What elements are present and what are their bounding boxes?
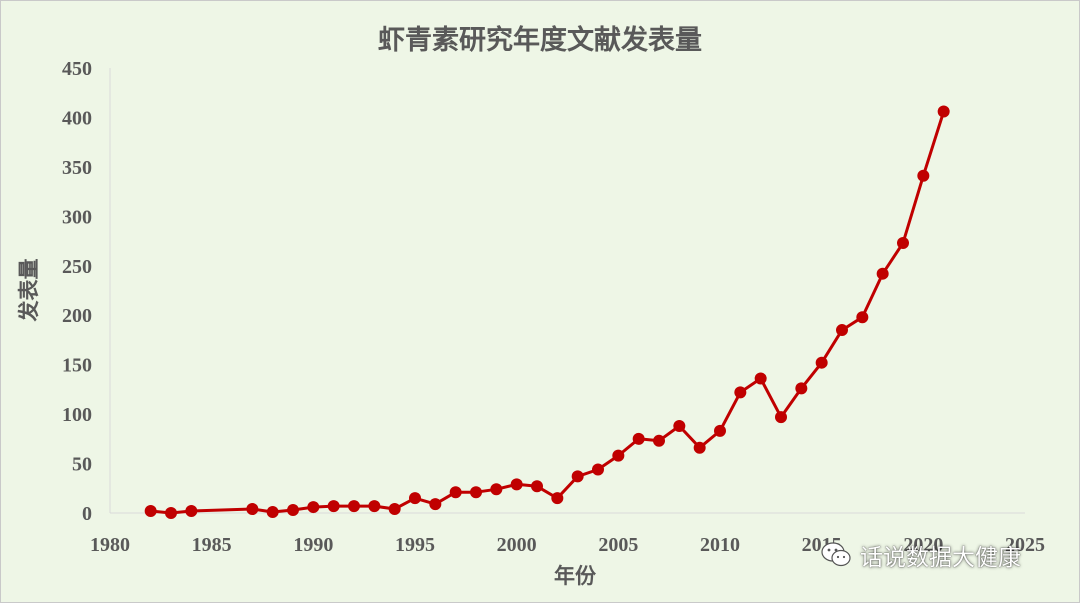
x-tick-label: 1990 bbox=[293, 534, 333, 556]
y-tick-label: 300 bbox=[62, 206, 92, 228]
chart-title: 虾青素研究年度文献发表量 bbox=[378, 25, 702, 56]
data-point bbox=[592, 463, 604, 476]
y-axis-label: 发表量 bbox=[16, 258, 41, 322]
data-point bbox=[836, 324, 848, 337]
data-point bbox=[632, 432, 645, 445]
data-point bbox=[327, 500, 340, 513]
x-tick-label: 2025 bbox=[1005, 534, 1045, 556]
data-point bbox=[571, 470, 584, 483]
data-point bbox=[937, 105, 950, 118]
data-point bbox=[185, 505, 198, 518]
data-point bbox=[287, 504, 299, 517]
data-point bbox=[653, 434, 665, 447]
y-tick-label: 400 bbox=[62, 107, 92, 129]
data-point bbox=[388, 503, 401, 516]
data-point bbox=[673, 419, 686, 432]
data-point bbox=[490, 483, 503, 496]
x-tick-label: 2020 bbox=[903, 534, 943, 556]
data-point bbox=[307, 501, 320, 514]
watermark: 话说数据大健康 bbox=[820, 538, 1021, 572]
data-point bbox=[734, 386, 747, 399]
data-point bbox=[815, 356, 828, 369]
data-point bbox=[165, 507, 177, 519]
data-point bbox=[531, 480, 543, 493]
data-point bbox=[368, 500, 381, 513]
x-tick-label: 1980 bbox=[90, 534, 130, 556]
y-tick-label: 50 bbox=[72, 454, 92, 476]
data-point bbox=[876, 267, 889, 280]
x-tick-label: 1985 bbox=[192, 534, 232, 556]
x-tick-label: 1995 bbox=[395, 534, 435, 556]
data-point bbox=[754, 372, 767, 385]
y-tick-label: 100 bbox=[62, 404, 92, 426]
data-point bbox=[714, 424, 726, 437]
data-point bbox=[246, 503, 259, 516]
y-tick-label: 350 bbox=[62, 157, 92, 179]
x-axis-label: 年份 bbox=[554, 563, 596, 588]
y-tick-label: 450 bbox=[62, 58, 92, 80]
series-line bbox=[150, 111, 946, 515]
data-point bbox=[470, 486, 482, 499]
data-point bbox=[449, 486, 462, 499]
data-point bbox=[266, 506, 279, 519]
x-tick-label: 2010 bbox=[700, 534, 740, 556]
data-point bbox=[856, 311, 869, 324]
data-point bbox=[795, 382, 808, 395]
x-tick-label: 2005 bbox=[598, 534, 638, 556]
data-point bbox=[897, 237, 909, 250]
x-tick-label: 2000 bbox=[497, 534, 537, 556]
data-point bbox=[551, 492, 564, 505]
data-point bbox=[348, 500, 360, 513]
data-point bbox=[693, 441, 706, 454]
data-point bbox=[429, 498, 442, 511]
data-point bbox=[144, 505, 157, 518]
watermark-text: 话说数据大健康 bbox=[860, 545, 1021, 571]
y-tick-label: 250 bbox=[62, 256, 92, 278]
y-tick-label: 150 bbox=[62, 355, 92, 377]
wechat-icon bbox=[821, 542, 851, 567]
data-point bbox=[917, 169, 930, 182]
y-tick-label: 200 bbox=[62, 305, 92, 327]
data-point bbox=[612, 449, 625, 462]
data-point bbox=[409, 492, 421, 505]
data-point bbox=[775, 411, 787, 424]
y-tick-label: 0 bbox=[82, 503, 92, 525]
data-point bbox=[510, 478, 523, 491]
